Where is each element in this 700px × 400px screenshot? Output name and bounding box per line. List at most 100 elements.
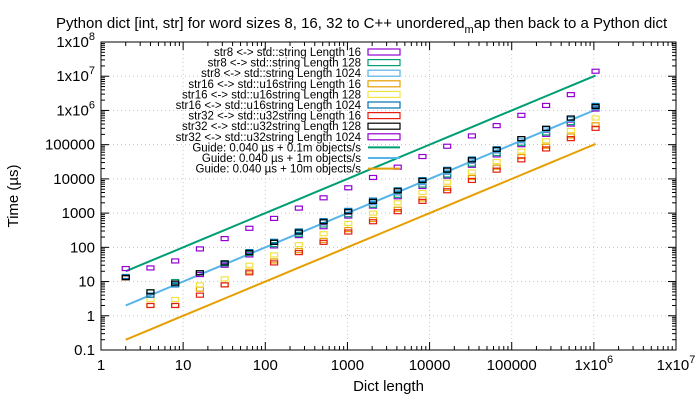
y-axis-title: Time (µs) xyxy=(5,164,22,227)
data-point xyxy=(418,182,427,188)
data-point xyxy=(393,209,402,215)
data-series xyxy=(121,68,600,309)
y-tick-label: 10000 xyxy=(53,171,95,188)
data-point xyxy=(245,270,254,276)
x-tick-label: 10 xyxy=(175,357,192,374)
plot-frame xyxy=(100,41,677,351)
data-point xyxy=(443,188,452,194)
data-point xyxy=(492,164,501,170)
data-point xyxy=(294,205,303,211)
data-point xyxy=(566,127,575,134)
data-point xyxy=(368,210,378,216)
data-point xyxy=(492,167,501,173)
data-point xyxy=(294,242,303,248)
x-tick-label: 1000 xyxy=(331,357,364,374)
data-point xyxy=(220,282,229,288)
legend-swatch xyxy=(367,48,401,56)
x-tick-label: 1x107 xyxy=(657,354,696,374)
data-point xyxy=(467,157,477,163)
data-point xyxy=(269,239,279,245)
legend-label: str32 <-> std::u32string Length 1024 xyxy=(176,132,362,144)
data-point xyxy=(195,270,205,276)
data-point xyxy=(443,179,452,185)
y-tick-label: 100 xyxy=(70,239,95,256)
legend-swatch xyxy=(367,101,401,109)
data-point xyxy=(220,236,229,242)
data-point xyxy=(541,143,551,149)
data-point xyxy=(245,225,254,231)
data-point xyxy=(566,115,575,121)
series-6 xyxy=(121,125,600,309)
y-tick-label: 1x107 xyxy=(56,65,95,85)
series-7 xyxy=(121,103,600,295)
data-point xyxy=(269,260,279,266)
data-point xyxy=(443,143,452,149)
legend-label: Guide: 0.040 µs + 10m objects/s xyxy=(196,164,362,176)
data-point xyxy=(220,276,229,282)
data-point xyxy=(566,92,575,98)
x-axis-title: Dict length xyxy=(353,378,424,395)
guide-lines xyxy=(125,74,596,341)
data-point xyxy=(517,136,526,142)
data-point xyxy=(492,159,501,165)
data-point xyxy=(269,215,279,222)
x-tick-label: 100000 xyxy=(487,357,537,374)
legend-label: Guide: 0.040 µs + 0.1m objects/s xyxy=(192,142,361,154)
series-4 xyxy=(121,115,600,303)
y-tick-label: 1 xyxy=(87,308,95,325)
data-point xyxy=(393,200,402,206)
data-point xyxy=(566,133,575,139)
legend-label: str8 <-> std::string Length 16 xyxy=(214,47,361,59)
data-point xyxy=(195,286,205,292)
data-point xyxy=(245,250,254,256)
data-point xyxy=(171,280,180,286)
data-point xyxy=(467,174,477,181)
data-point xyxy=(541,130,551,136)
data-point xyxy=(319,231,328,237)
legend-swatch xyxy=(367,133,401,141)
data-point xyxy=(171,296,180,303)
data-point xyxy=(492,146,501,153)
data-point xyxy=(517,148,526,154)
guide-line-0 xyxy=(125,74,596,273)
legend-label: Guide: 0.040 µs + 1m objects/s xyxy=(202,153,361,165)
data-point xyxy=(418,177,427,184)
data-point xyxy=(467,133,477,139)
data-point xyxy=(294,250,303,256)
legend-swatch xyxy=(367,58,401,67)
data-point xyxy=(393,192,402,198)
data-point xyxy=(591,115,600,121)
data-point xyxy=(517,112,526,118)
y-tick-label: 0.1 xyxy=(74,342,95,359)
data-point xyxy=(121,265,130,272)
data-point xyxy=(541,102,551,109)
data-point xyxy=(344,185,353,191)
y-tick-label: 100000 xyxy=(45,137,95,154)
data-point xyxy=(344,220,353,227)
data-point xyxy=(418,198,427,204)
data-point xyxy=(443,172,452,178)
guide-line-1 xyxy=(125,108,596,307)
x-tick-label: 1x106 xyxy=(575,354,614,374)
data-point xyxy=(344,209,353,215)
data-point xyxy=(146,292,155,298)
data-point xyxy=(171,258,180,264)
x-tick-label: 100 xyxy=(253,357,278,374)
data-point xyxy=(195,246,205,252)
data-point xyxy=(121,275,130,281)
data-point xyxy=(269,252,279,258)
legend-label: str16 <-> std::u16string Length 128 xyxy=(182,89,361,101)
y-tick-label: 10 xyxy=(78,274,95,291)
data-point xyxy=(294,229,303,235)
x-tick-label: 1 xyxy=(97,357,105,374)
data-point xyxy=(319,239,328,245)
data-point xyxy=(393,188,402,194)
data-point xyxy=(591,103,600,110)
data-point xyxy=(146,296,155,303)
data-point xyxy=(195,282,205,288)
legend-swatch xyxy=(367,80,401,88)
data-point xyxy=(319,219,328,225)
